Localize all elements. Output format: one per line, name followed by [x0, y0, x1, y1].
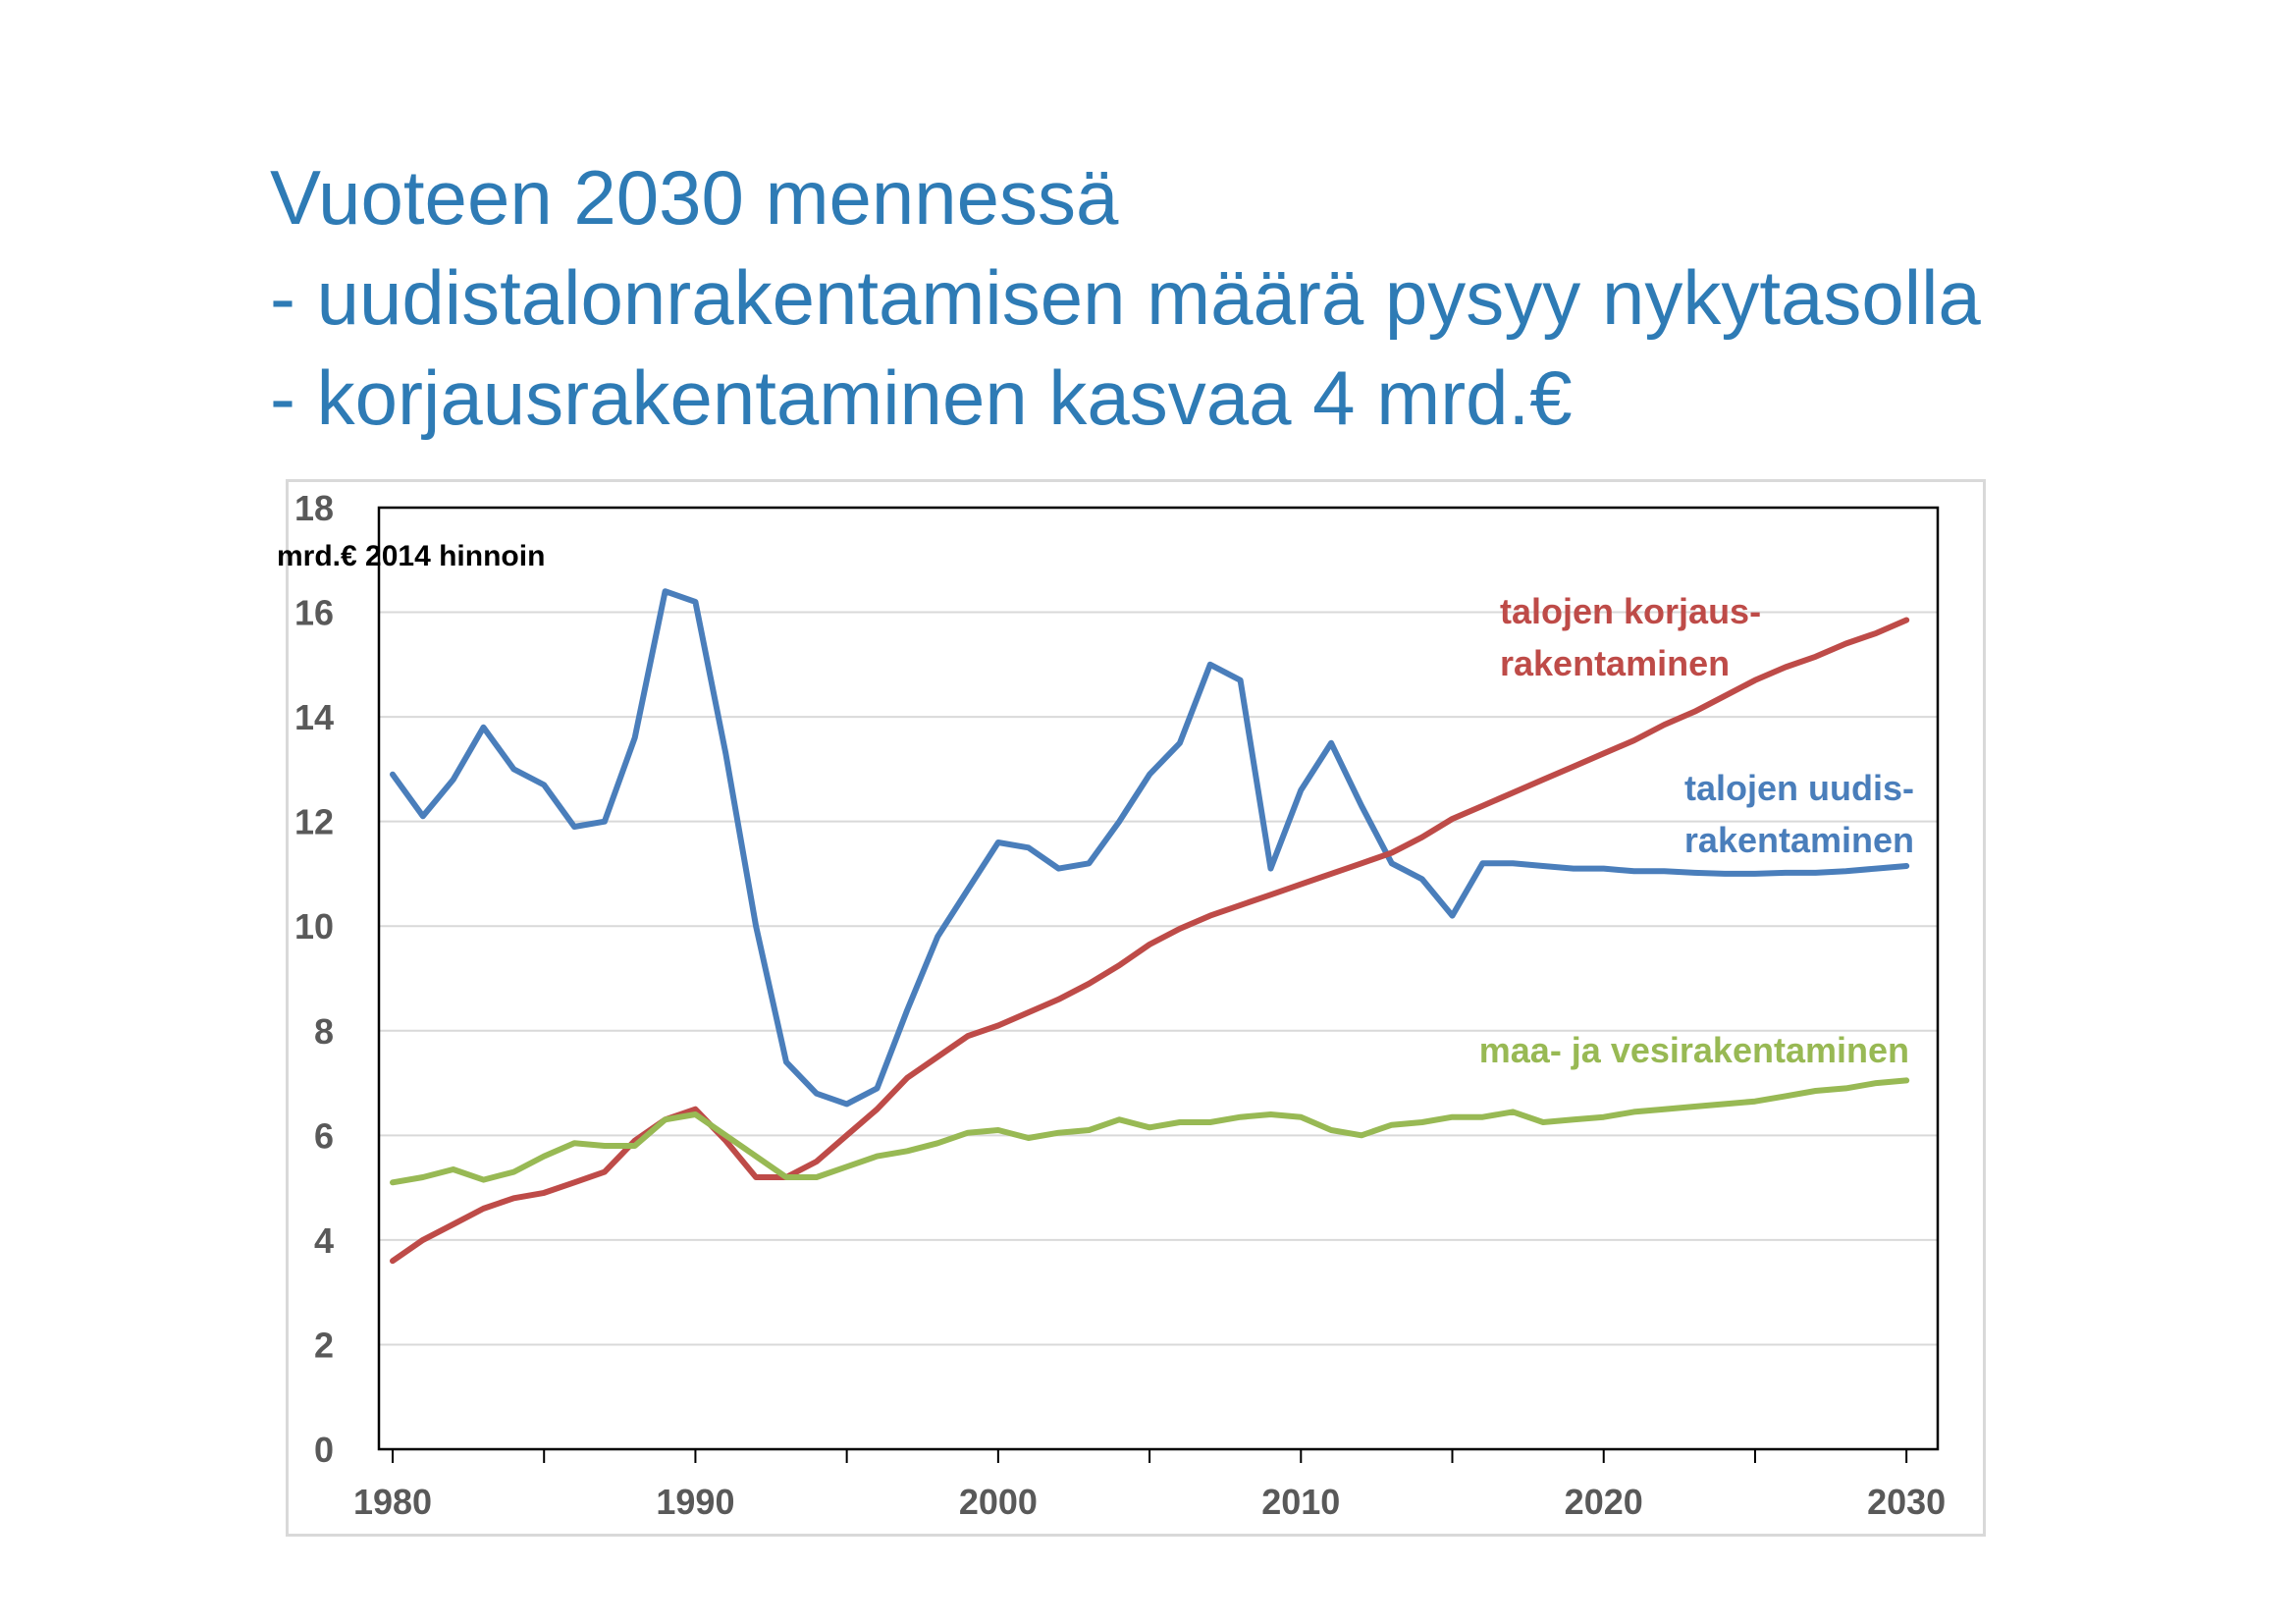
y-tick-label: 14: [294, 697, 334, 737]
series-label-maa-ja-vesirakentaminen: maa- ja vesirakentaminen: [1479, 1030, 1909, 1070]
x-tick-label: 2010: [1261, 1482, 1340, 1522]
y-tick-label: 6: [314, 1115, 334, 1156]
y-tick-label: 8: [314, 1011, 334, 1052]
series-label-uudisrakentaminen: rakentaminen: [1684, 820, 1914, 860]
y-tick-label: 12: [294, 802, 334, 842]
y-tick-label: 10: [294, 906, 334, 947]
title-line-1: Vuoteen 2030 mennessä: [270, 154, 1119, 241]
series-label-uudisrakentaminen: talojen uudis-: [1684, 768, 1914, 808]
x-tick-label: 2020: [1565, 1482, 1643, 1522]
y-tick-label: 16: [294, 593, 334, 633]
x-tick-label: 1990: [656, 1482, 734, 1522]
series-label-korjausrakentaminen: talojen korjaus-: [1500, 591, 1761, 631]
chart-frame: [286, 479, 1986, 1537]
series-line-maa-ja-vesirakentaminen: [390, 1077, 1910, 1186]
page-title: Vuoteen 2030 mennessä - uudistalonrakent…: [270, 147, 1981, 448]
x-tick-label: 1980: [353, 1482, 432, 1522]
title-line-2: - uudistalonrakentamisen määrä pysyy nyk…: [270, 254, 1981, 341]
y-tick-label: 0: [314, 1430, 334, 1470]
y-axis-label: mrd.€ 2014 hinnoin: [277, 540, 545, 572]
title-line-3: - korjausrakentaminen kasvaa 4 mrd.€: [270, 354, 1573, 441]
x-tick-label: 2000: [959, 1482, 1038, 1522]
y-tick-label: 4: [314, 1220, 334, 1261]
plot-area-border: [377, 506, 1940, 1451]
y-tick-label: 18: [294, 488, 334, 528]
series-line-uudisrakentaminen: [390, 588, 1910, 1108]
y-tick-label: 2: [314, 1325, 334, 1365]
series-label-korjausrakentaminen: rakentaminen: [1500, 643, 1730, 683]
x-tick-label: 2030: [1867, 1482, 1946, 1522]
